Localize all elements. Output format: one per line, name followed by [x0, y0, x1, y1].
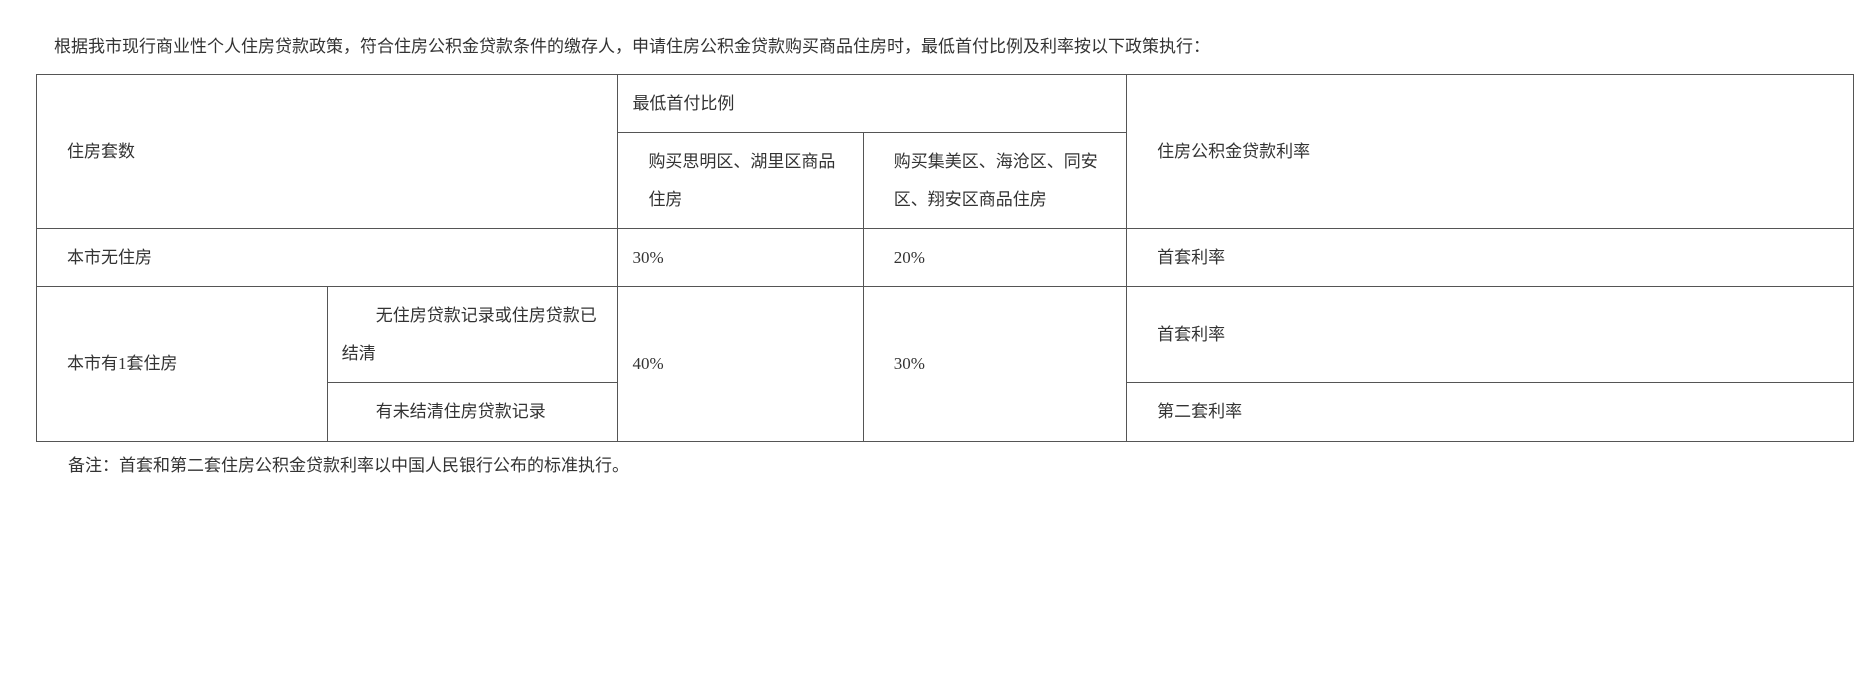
footnote: 备注：首套和第二套住房公积金贷款利率以中国人民银行公布的标准执行。 [20, 446, 1854, 487]
cell-rate-0: 首套利率 [1127, 228, 1854, 286]
col-header-region-a: 购买思明区、湖里区商品住房 [618, 133, 863, 229]
cell-ratio-b-1: 30% [863, 287, 1126, 441]
cell-rate-1b: 第二套利率 [1127, 383, 1854, 441]
cell-house-0: 本市无住房 [37, 228, 618, 286]
table-row: 本市无住房 30% 20% 首套利率 [37, 228, 1854, 286]
cell-ratio-b-0: 20% [863, 228, 1126, 286]
header-row-1: 住房套数 最低首付比例 住房公积金贷款利率 [37, 74, 1854, 132]
intro-paragraph: 根据我市现行商业性个人住房贷款政策，符合住房公积金贷款条件的缴存人，申请住房公积… [20, 27, 1854, 68]
cell-sub2: 有未结清住房贷款记录 [327, 383, 618, 441]
cell-ratio-a-1: 40% [618, 287, 863, 441]
col-header-region-b: 购买集美区、海沧区、同安区、翔安区商品住房 [863, 133, 1126, 229]
col-header-house-count: 住房套数 [37, 74, 618, 228]
policy-table: 住房套数 最低首付比例 住房公积金贷款利率 购买思明区、湖里区商品住房 购买集美… [36, 74, 1854, 442]
cell-house-1: 本市有1套住房 [37, 287, 328, 441]
cell-rate-1a: 首套利率 [1127, 287, 1854, 383]
table-row: 本市有1套住房 无住房贷款记录或住房贷款已结清 40% 30% 首套利率 [37, 287, 1854, 383]
cell-sub1: 无住房贷款记录或住房贷款已结清 [327, 287, 618, 383]
col-header-rate: 住房公积金贷款利率 [1127, 74, 1854, 228]
cell-ratio-a-0: 30% [618, 228, 863, 286]
col-header-min-ratio: 最低首付比例 [618, 74, 1127, 132]
